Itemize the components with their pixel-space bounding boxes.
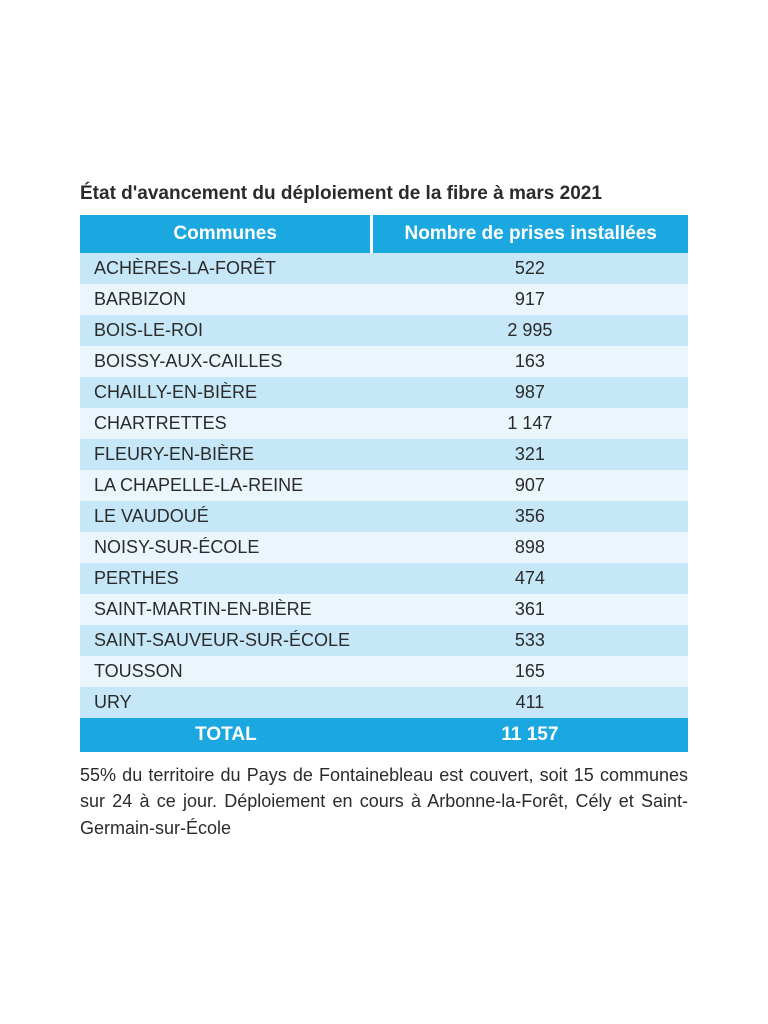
total-value: 11 157 bbox=[372, 718, 688, 752]
value-cell: 2 995 bbox=[372, 315, 688, 346]
commune-cell: BOISSY-AUX-CAILLES bbox=[80, 346, 372, 377]
table-row: FLEURY-EN-BIÈRE321 bbox=[80, 439, 688, 470]
value-cell: 321 bbox=[372, 439, 688, 470]
table-row: BARBIZON917 bbox=[80, 284, 688, 315]
value-cell: 411 bbox=[372, 687, 688, 718]
commune-cell: CHAILLY-EN-BIÈRE bbox=[80, 377, 372, 408]
value-cell: 907 bbox=[372, 470, 688, 501]
value-cell: 898 bbox=[372, 532, 688, 563]
commune-cell: ACHÈRES-LA-FORÊT bbox=[80, 253, 372, 284]
table-row: BOIS-LE-ROI2 995 bbox=[80, 315, 688, 346]
value-cell: 474 bbox=[372, 563, 688, 594]
commune-cell: SAINT-MARTIN-EN-BIÈRE bbox=[80, 594, 372, 625]
commune-cell: CHARTRETTES bbox=[80, 408, 372, 439]
table-row: URY411 bbox=[80, 687, 688, 718]
commune-cell: BARBIZON bbox=[80, 284, 372, 315]
value-cell: 163 bbox=[372, 346, 688, 377]
column-header-prises: Nombre de prises installées bbox=[372, 215, 688, 253]
table-row: LA CHAPELLE-LA-REINE907 bbox=[80, 470, 688, 501]
value-cell: 361 bbox=[372, 594, 688, 625]
table-header-row: Communes Nombre de prises installées bbox=[80, 215, 688, 253]
commune-cell: NOISY-SUR-ÉCOLE bbox=[80, 532, 372, 563]
commune-cell: LE VAUDOUÉ bbox=[80, 501, 372, 532]
fibre-table: Communes Nombre de prises installées ACH… bbox=[80, 215, 688, 752]
value-cell: 917 bbox=[372, 284, 688, 315]
value-cell: 533 bbox=[372, 625, 688, 656]
table-total-row: TOTAL 11 157 bbox=[80, 718, 688, 752]
column-header-communes: Communes bbox=[80, 215, 372, 253]
footnote-text: 55% du territoire du Pays de Fontaineble… bbox=[80, 762, 688, 840]
commune-cell: FLEURY-EN-BIÈRE bbox=[80, 439, 372, 470]
commune-cell: LA CHAPELLE-LA-REINE bbox=[80, 470, 372, 501]
value-cell: 1 147 bbox=[372, 408, 688, 439]
table-row: NOISY-SUR-ÉCOLE898 bbox=[80, 532, 688, 563]
value-cell: 987 bbox=[372, 377, 688, 408]
table-row: TOUSSON165 bbox=[80, 656, 688, 687]
commune-cell: TOUSSON bbox=[80, 656, 372, 687]
value-cell: 165 bbox=[372, 656, 688, 687]
table-row: PERTHES474 bbox=[80, 563, 688, 594]
table-row: BOISSY-AUX-CAILLES163 bbox=[80, 346, 688, 377]
table-row: LE VAUDOUÉ356 bbox=[80, 501, 688, 532]
commune-cell: BOIS-LE-ROI bbox=[80, 315, 372, 346]
table-row: CHAILLY-EN-BIÈRE987 bbox=[80, 377, 688, 408]
value-cell: 522 bbox=[372, 253, 688, 284]
table-row: CHARTRETTES1 147 bbox=[80, 408, 688, 439]
page-title: État d'avancement du déploiement de la f… bbox=[80, 183, 688, 205]
table-row: SAINT-MARTIN-EN-BIÈRE361 bbox=[80, 594, 688, 625]
commune-cell: SAINT-SAUVEUR-SUR-ÉCOLE bbox=[80, 625, 372, 656]
commune-cell: PERTHES bbox=[80, 563, 372, 594]
commune-cell: URY bbox=[80, 687, 372, 718]
value-cell: 356 bbox=[372, 501, 688, 532]
table-row: SAINT-SAUVEUR-SUR-ÉCOLE533 bbox=[80, 625, 688, 656]
table-row: ACHÈRES-LA-FORÊT522 bbox=[80, 253, 688, 284]
total-label: TOTAL bbox=[80, 718, 372, 752]
